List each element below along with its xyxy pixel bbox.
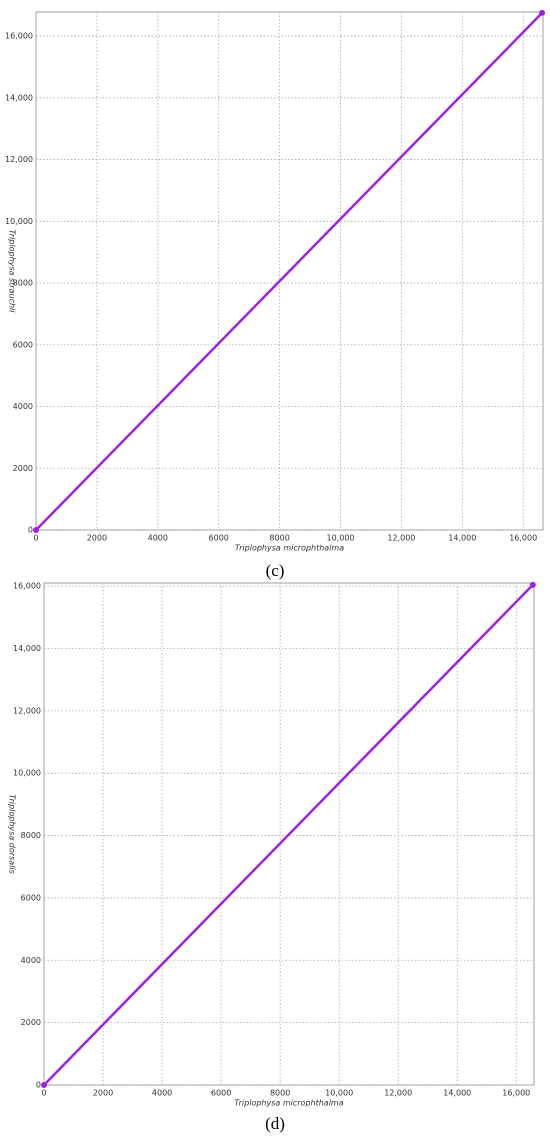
data-point — [529, 581, 536, 588]
x-tick-label: 16,000 — [502, 1089, 530, 1098]
y-tick-label: 4000 — [13, 402, 33, 411]
caption: (d) — [265, 1114, 285, 1133]
data-line — [35, 12, 543, 531]
x-tick-label: 0 — [33, 534, 38, 543]
y-tick-label: 4000 — [21, 956, 41, 965]
x-tick-label: 6000 — [211, 1089, 231, 1098]
y-tick-label: 16,000 — [13, 582, 41, 591]
y-axis-title: Triplophysa dorsalis — [8, 794, 17, 873]
x-tick-label: 16,000 — [509, 534, 537, 543]
y-tick-label: 0 — [28, 526, 33, 535]
x-tick-label: 10,000 — [327, 534, 355, 543]
x-tick-label: 8000 — [269, 534, 289, 543]
data-point — [33, 527, 39, 533]
x-tick-label: 14,000 — [443, 1089, 471, 1098]
x-tick-label: 0 — [41, 1089, 46, 1098]
y-tick-label: 10,000 — [5, 217, 33, 226]
x-tick-label: 12,000 — [387, 534, 415, 543]
data-point — [41, 1082, 47, 1088]
y-tick-label: 10,000 — [13, 769, 41, 778]
y-tick-label: 8000 — [13, 279, 33, 288]
x-axis-title: Triplophysa microphthalma — [234, 1099, 343, 1108]
y-tick-label: 0 — [36, 1081, 41, 1090]
x-tick-label: 2000 — [87, 534, 107, 543]
y-tick-label: 14,000 — [13, 644, 41, 653]
x-tick-label: 8000 — [270, 1089, 290, 1098]
y-axis-title: Triplophysa strauchii — [8, 230, 17, 314]
data-point — [539, 9, 546, 16]
x-tick-label: 14,000 — [448, 534, 476, 543]
caption: (c) — [266, 561, 285, 580]
y-tick-label: 16,000 — [5, 32, 33, 41]
y-tick-label: 2000 — [13, 464, 33, 473]
x-tick-label: 4000 — [148, 534, 168, 543]
y-tick-label: 6000 — [13, 340, 33, 349]
y-tick-label: 12,000 — [5, 155, 33, 164]
y-tick-label: 12,000 — [13, 706, 41, 715]
y-tick-label: 2000 — [21, 1018, 41, 1027]
y-tick-label: 8000 — [21, 831, 41, 840]
x-tick-label: 6000 — [209, 534, 229, 543]
x-axis-title: Triplophysa microphthalma — [235, 544, 344, 553]
x-tick-label: 4000 — [152, 1089, 172, 1098]
data-line — [43, 583, 534, 1086]
y-tick-label: 14,000 — [5, 93, 33, 102]
x-tick-label: 2000 — [93, 1089, 113, 1098]
x-tick-label: 10,000 — [325, 1089, 353, 1098]
x-tick-label: 12,000 — [384, 1089, 412, 1098]
y-tick-label: 6000 — [21, 893, 41, 902]
